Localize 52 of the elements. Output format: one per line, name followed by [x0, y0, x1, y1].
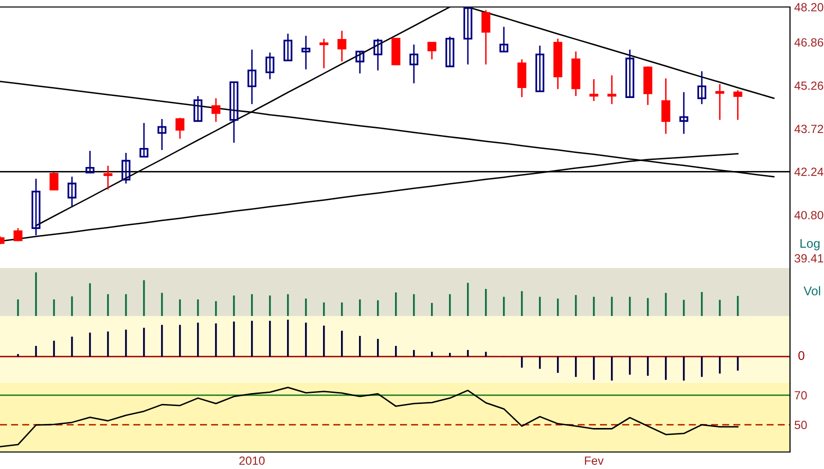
- candlestick: [158, 118, 166, 151]
- candlestick: [301, 35, 310, 70]
- candlestick: [445, 36, 454, 68]
- x-tick-label: 2010: [239, 456, 265, 465]
- candlestick: [266, 52, 274, 80]
- candlestick: [212, 98, 220, 123]
- candlestick: [319, 38, 328, 69]
- candlestick: [499, 26, 508, 53]
- candlestick: [607, 74, 616, 105]
- candlestick: [122, 152, 130, 184]
- candlestick: [661, 78, 670, 135]
- x-tick-label: Fev: [584, 456, 604, 465]
- y-tick-label: 40.80: [794, 210, 824, 220]
- candlestick: [86, 150, 94, 174]
- candlestick: [517, 58, 526, 98]
- y-tick-label: 39.41: [794, 254, 824, 263]
- candlestick: [14, 227, 22, 242]
- candlestick: [248, 48, 256, 105]
- candlestick: [535, 44, 544, 93]
- candlestick: [50, 172, 58, 191]
- candlestick: [283, 32, 292, 62]
- y-tick-label: 50: [794, 420, 807, 430]
- candlestick: [463, 7, 472, 66]
- candlestick: [355, 50, 364, 74]
- candlestick: [176, 117, 184, 140]
- ref-line-label: 0: [798, 351, 804, 360]
- y-tick-label: 45.26: [794, 82, 824, 90]
- candlestick: [481, 9, 490, 66]
- candlestick: [194, 95, 202, 122]
- candlestick: [373, 38, 382, 72]
- candlestick: [140, 122, 148, 158]
- candlestick: [715, 83, 724, 121]
- candlestick: [337, 30, 346, 62]
- candlestick: [230, 80, 238, 144]
- candlestick: [733, 90, 742, 121]
- candlestick: [68, 176, 76, 208]
- y-axis-title: Vol: [804, 286, 820, 296]
- candlestick: [32, 178, 40, 236]
- candlestick: [625, 48, 634, 98]
- y-tick-label: 70: [794, 391, 807, 400]
- y-tick-label: 48.20: [794, 3, 824, 12]
- y-tick-label: 43.72: [794, 124, 824, 134]
- text: Log: [800, 239, 820, 250]
- candlestick: [409, 44, 418, 84]
- candlestick: [697, 70, 706, 105]
- line-series: [0, 386, 739, 448]
- candlestick: [104, 165, 112, 190]
- y-tick-label: 46.86: [794, 38, 824, 47]
- candlestick: [589, 78, 598, 102]
- y-tick-label: 42.24: [794, 168, 824, 176]
- candlestick: [427, 41, 436, 60]
- candlestick: [679, 91, 688, 135]
